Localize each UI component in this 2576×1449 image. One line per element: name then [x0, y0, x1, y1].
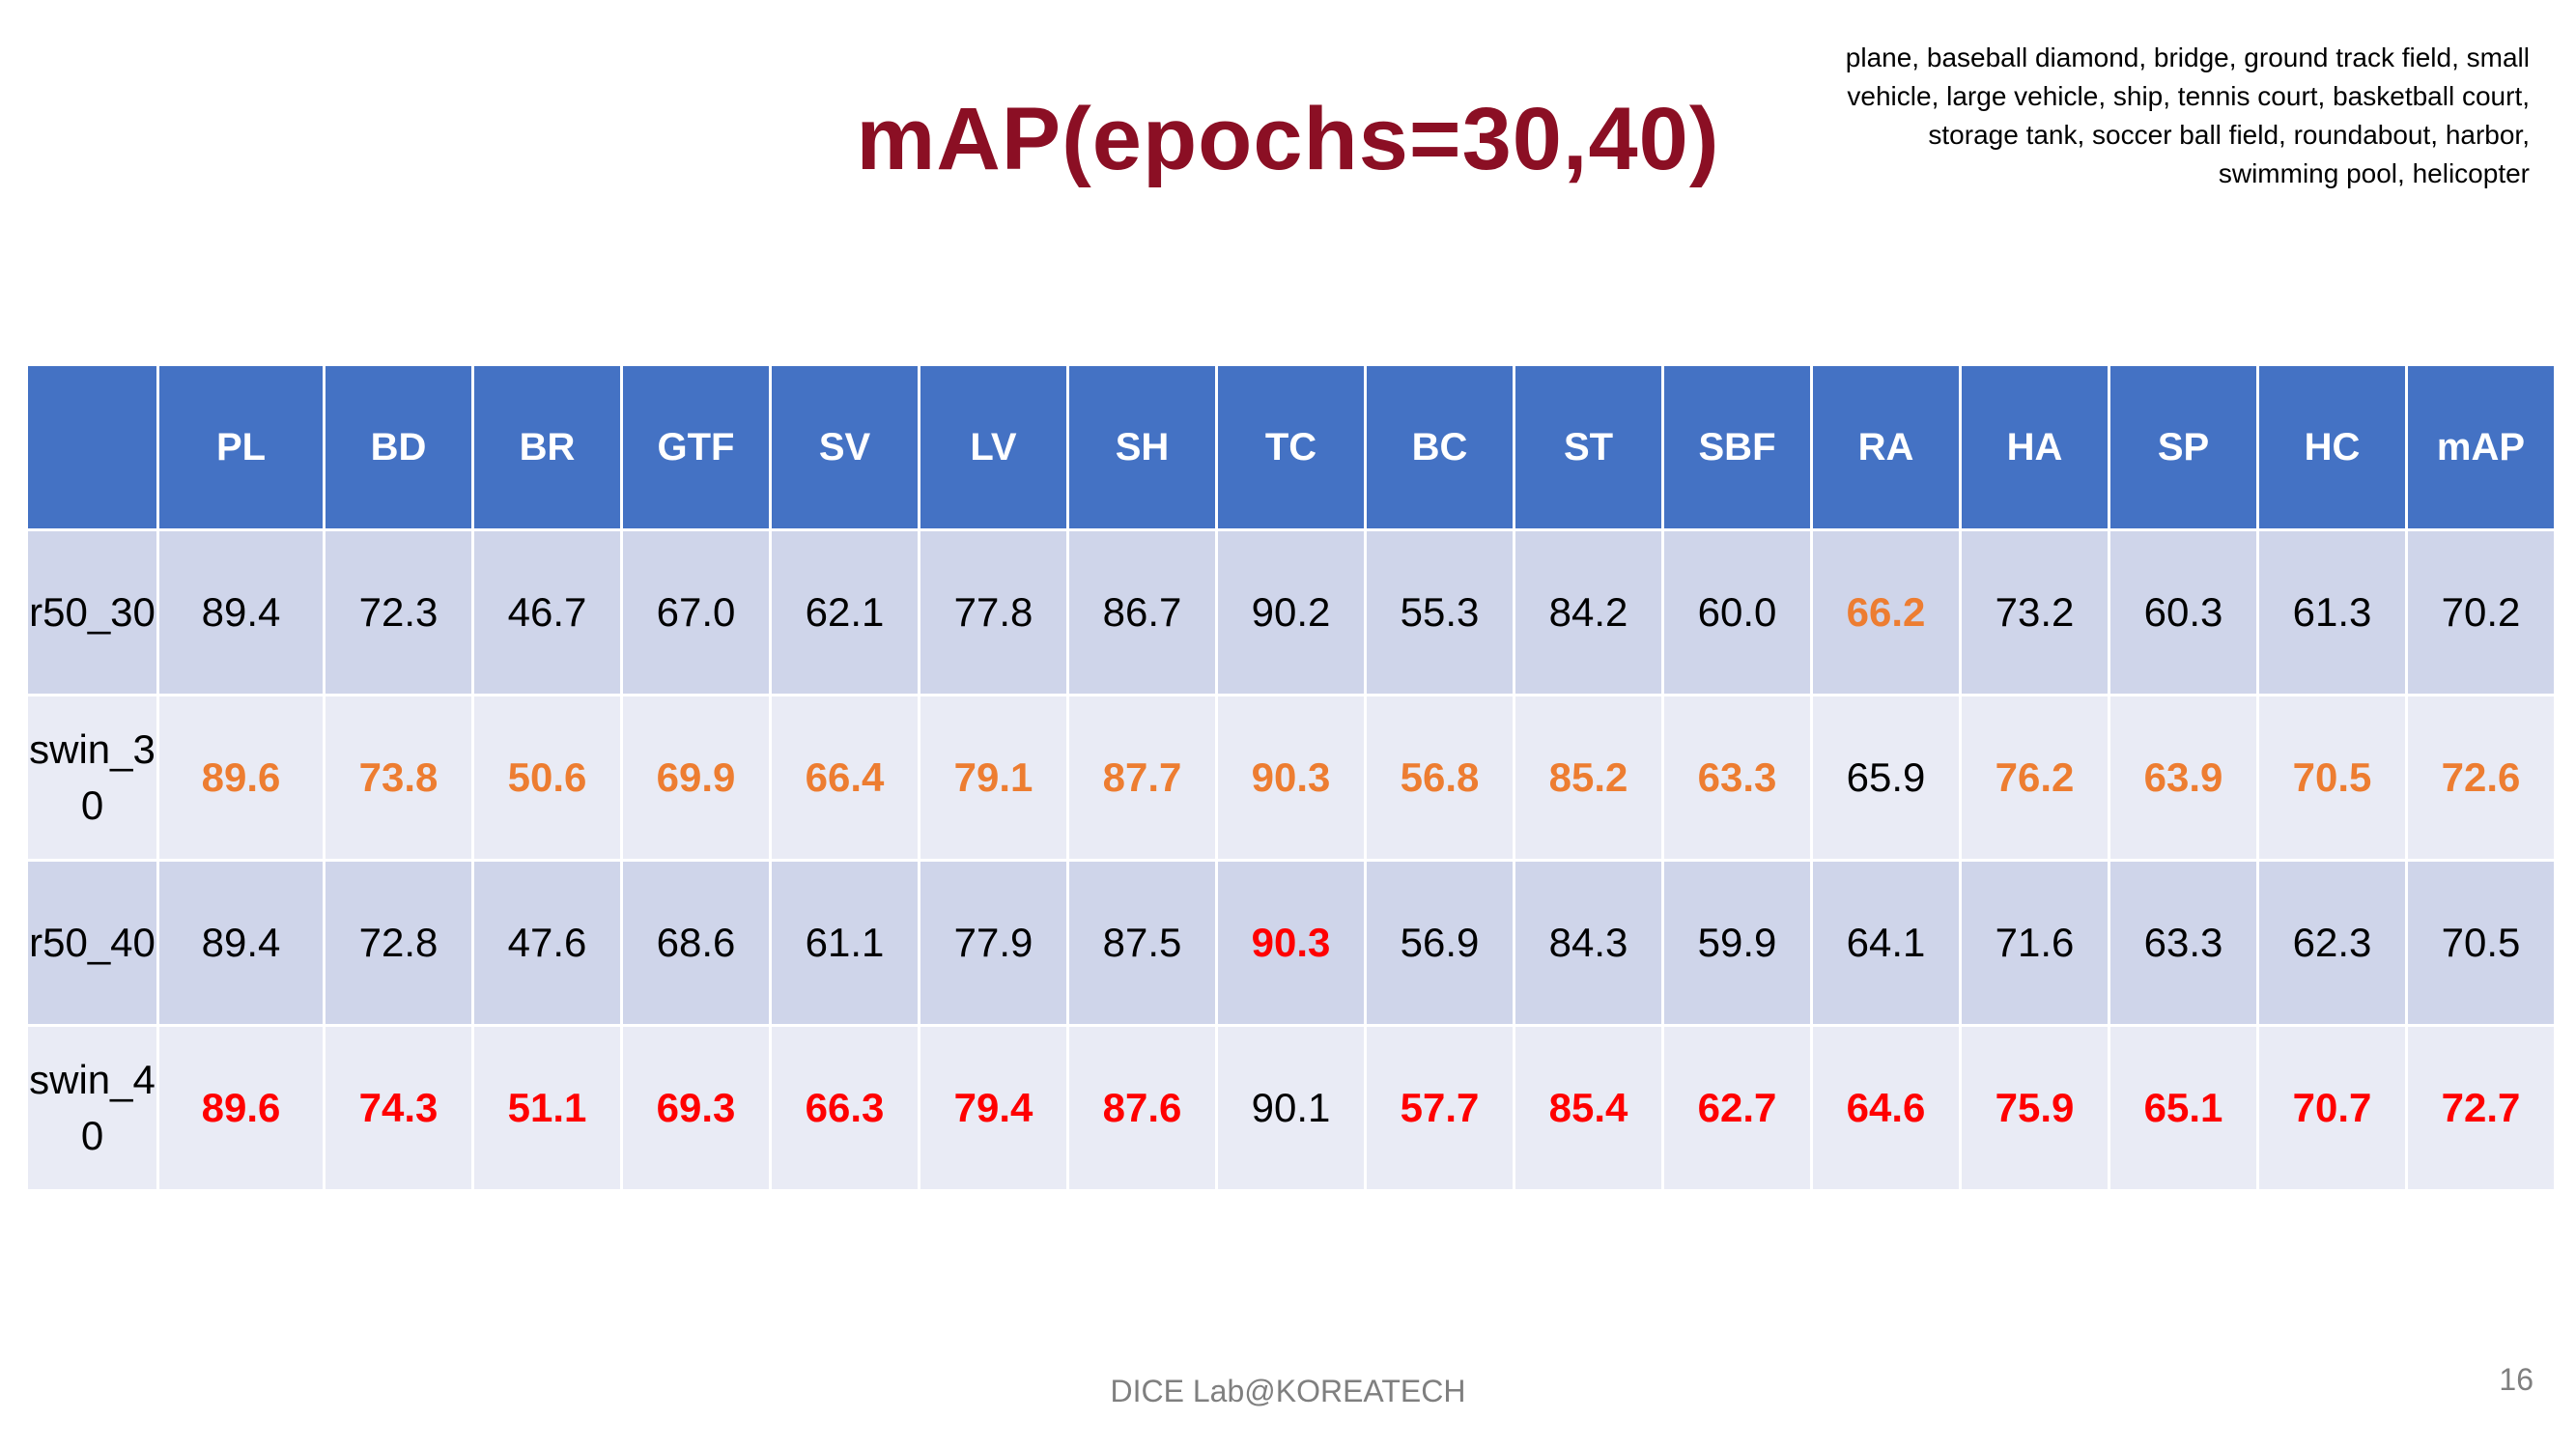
value-cell: 89.4 [156, 528, 326, 696]
header-cell: SV [769, 363, 920, 531]
table-row: swin_40 89.6 74.3 51.1 69.3 66.3 79.4 87.6 90.1 5… [25, 1024, 2557, 1192]
table-row: r50_40 89.4 72.8 47.6 68.6 61.1 77.9 87.5 90.3 56… [25, 859, 2557, 1027]
value-cell: 77.9 [918, 859, 1069, 1027]
value-cell: 62.3 [2256, 859, 2408, 1027]
value-cell: 67.0 [620, 528, 772, 696]
value-cell: 73.2 [1959, 528, 2110, 696]
header-cell [25, 363, 159, 531]
header-cell: TC [1215, 363, 1367, 531]
row-label: r50_40 [25, 859, 159, 1027]
value-cell: 84.2 [1513, 528, 1664, 696]
header-cell: SBF [1661, 363, 1813, 531]
class-names-note: plane, baseball diamond, bridge, ground … [1845, 43, 2530, 188]
header-cell: BD [323, 363, 474, 531]
value-cell: 72.8 [323, 859, 474, 1027]
value-cell: 65.9 [1810, 694, 1962, 862]
value-cell: 60.0 [1661, 528, 1813, 696]
header-cell: GTF [620, 363, 772, 531]
value-cell: 47.6 [471, 859, 623, 1027]
header-cell: RA [1810, 363, 1962, 531]
value-cell: 70.7 [2256, 1024, 2408, 1192]
header-cell: HA [1959, 363, 2110, 531]
value-cell: 69.3 [620, 1024, 772, 1192]
header-cell: BR [471, 363, 623, 531]
value-cell: 59.9 [1661, 859, 1813, 1027]
value-cell: 85.2 [1513, 694, 1664, 862]
results-table: PL BD BR GTF SV LV SH TC BC ST SBF RA HA… [25, 363, 2557, 1192]
value-cell: 64.6 [1810, 1024, 1962, 1192]
value-cell: 90.3 [1215, 859, 1367, 1027]
header-row: PL BD BR GTF SV LV SH TC BC ST SBF RA HA… [25, 363, 2557, 531]
row-label: r50_30 [25, 528, 159, 696]
value-cell: 72.6 [2405, 694, 2557, 862]
value-cell: 70.2 [2405, 528, 2557, 696]
value-cell: 63.3 [2108, 859, 2259, 1027]
value-cell: 87.5 [1066, 859, 1218, 1027]
value-cell: 70.5 [2256, 694, 2408, 862]
value-cell: 84.3 [1513, 859, 1664, 1027]
value-cell: 62.1 [769, 528, 920, 696]
value-cell: 86.7 [1066, 528, 1218, 696]
value-cell: 51.1 [471, 1024, 623, 1192]
value-cell: 79.4 [918, 1024, 1069, 1192]
value-cell: 72.3 [323, 528, 474, 696]
value-cell: 71.6 [1959, 859, 2110, 1027]
value-cell: 66.4 [769, 694, 920, 862]
value-cell: 72.7 [2405, 1024, 2557, 1192]
value-cell: 70.5 [2405, 859, 2557, 1027]
value-cell: 63.3 [1661, 694, 1813, 862]
value-cell: 63.9 [2108, 694, 2259, 862]
value-cell: 77.8 [918, 528, 1069, 696]
table-row: r50_30 89.4 72.3 46.7 67.0 62.1 77.8 86.7 90.2 55… [25, 528, 2557, 696]
value-cell: 75.9 [1959, 1024, 2110, 1192]
value-cell: 89.6 [156, 694, 326, 862]
value-cell: 90.1 [1215, 1024, 1367, 1192]
header-cell: ST [1513, 363, 1664, 531]
value-cell: 62.7 [1661, 1024, 1813, 1192]
value-cell: 89.6 [156, 1024, 326, 1192]
value-cell: 79.1 [918, 694, 1069, 862]
value-cell: 46.7 [471, 528, 623, 696]
value-cell: 90.2 [1215, 528, 1367, 696]
value-cell: 89.4 [156, 859, 326, 1027]
value-cell: 69.9 [620, 694, 772, 862]
slide-title: mAP(epochs=30,40) [856, 90, 1720, 188]
header-cell: HC [2256, 363, 2408, 531]
header-cell: LV [918, 363, 1069, 531]
value-cell: 76.2 [1959, 694, 2110, 862]
value-cell: 87.6 [1066, 1024, 1218, 1192]
value-cell: 57.7 [1364, 1024, 1515, 1192]
footer-lab-name: DICE Lab@KOREATECH [1110, 1374, 1466, 1408]
table-row: swin_30 89.6 73.8 50.6 69.9 66.4 79.1 87.7 90.3 5… [25, 694, 2557, 862]
header-cell: BC [1364, 363, 1515, 531]
value-cell: 90.3 [1215, 694, 1367, 862]
value-cell: 85.4 [1513, 1024, 1664, 1192]
header-cell: PL [156, 363, 326, 531]
page-number: 16 [2499, 1362, 2534, 1397]
value-cell: 66.2 [1810, 528, 1962, 696]
value-cell: 73.8 [323, 694, 474, 862]
value-cell: 66.3 [769, 1024, 920, 1192]
row-label: swin_30 [25, 694, 159, 862]
value-cell: 56.9 [1364, 859, 1515, 1027]
value-cell: 60.3 [2108, 528, 2259, 696]
header-cell: SH [1066, 363, 1218, 531]
row-label: swin_40 [25, 1024, 159, 1192]
value-cell: 87.7 [1066, 694, 1218, 862]
value-cell: 50.6 [471, 694, 623, 862]
value-cell: 74.3 [323, 1024, 474, 1192]
header-cell: SP [2108, 363, 2259, 531]
value-cell: 61.1 [769, 859, 920, 1027]
value-cell: 68.6 [620, 859, 772, 1027]
value-cell: 61.3 [2256, 528, 2408, 696]
value-cell: 64.1 [1810, 859, 1962, 1027]
header-cell: mAP [2405, 363, 2557, 531]
value-cell: 65.1 [2108, 1024, 2259, 1192]
value-cell: 56.8 [1364, 694, 1515, 862]
value-cell: 55.3 [1364, 528, 1515, 696]
